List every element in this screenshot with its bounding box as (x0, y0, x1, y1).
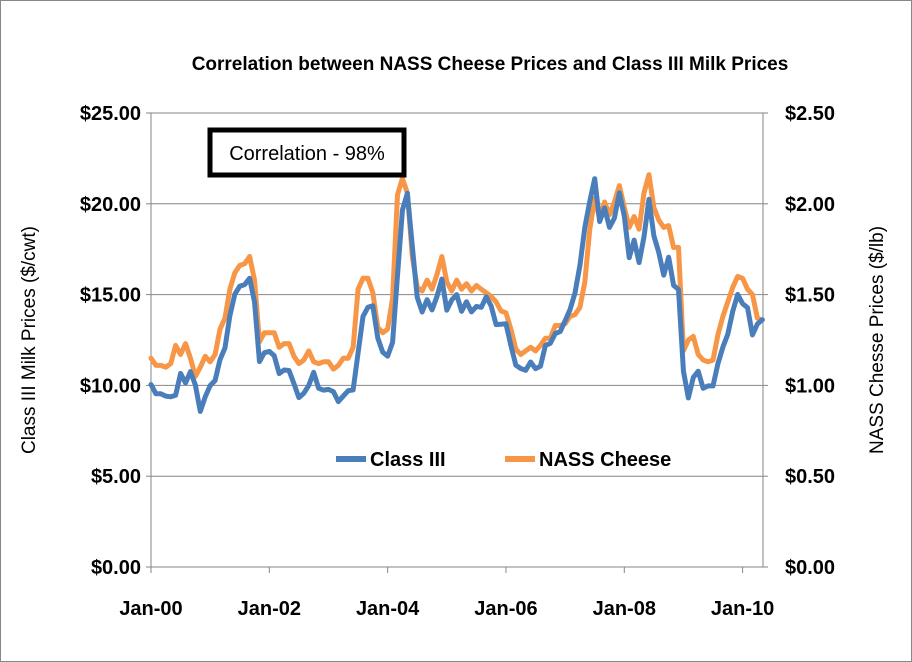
correlation-annotation: Correlation - 98% (207, 127, 407, 178)
x-tick-label: Jan-10 (711, 598, 774, 620)
correlation-text: Correlation - 98% (229, 143, 385, 165)
series-line-class-iii (148, 176, 765, 414)
y2-tick-label: $1.50 (785, 285, 835, 307)
legend-label-class-iii: Class III (370, 449, 446, 471)
x-tick-label: Jan-06 (474, 598, 537, 620)
x-tick-label: Jan-04 (356, 598, 420, 620)
y-tick-label: $10.00 (80, 375, 141, 397)
y2-tick-label: $0.50 (785, 466, 835, 488)
y2-tick-label: $2.50 (785, 103, 835, 125)
y-tick-label: $5.00 (91, 466, 141, 488)
legend-label-nass-cheese: NASS Cheese (539, 449, 671, 471)
y-axis-label: Class III Milk Prices ($/cwt) (19, 226, 40, 454)
legend: Class III NASS Cheese (336, 449, 671, 471)
series-line-nass-cheese (148, 172, 765, 379)
chart-title: Correlation between NASS Cheese Prices a… (192, 54, 789, 75)
y-tick-label: $25.00 (80, 103, 141, 125)
y2-axis-label: NASS Chesse Prices ($/lb) (867, 226, 888, 454)
y-tick-label: $15.00 (80, 285, 141, 307)
y2-tick-label: $0.00 (785, 557, 835, 579)
y2-tick-label: $1.00 (785, 375, 835, 397)
y-tick-label: $0.00 (91, 557, 141, 579)
y-tick-label: $20.00 (80, 194, 141, 216)
x-tick-label: Jan-02 (238, 598, 301, 620)
x-tick-label: Jan-00 (119, 598, 182, 620)
y2-tick-label: $2.00 (785, 194, 835, 216)
x-tick-label: Jan-08 (593, 598, 656, 620)
